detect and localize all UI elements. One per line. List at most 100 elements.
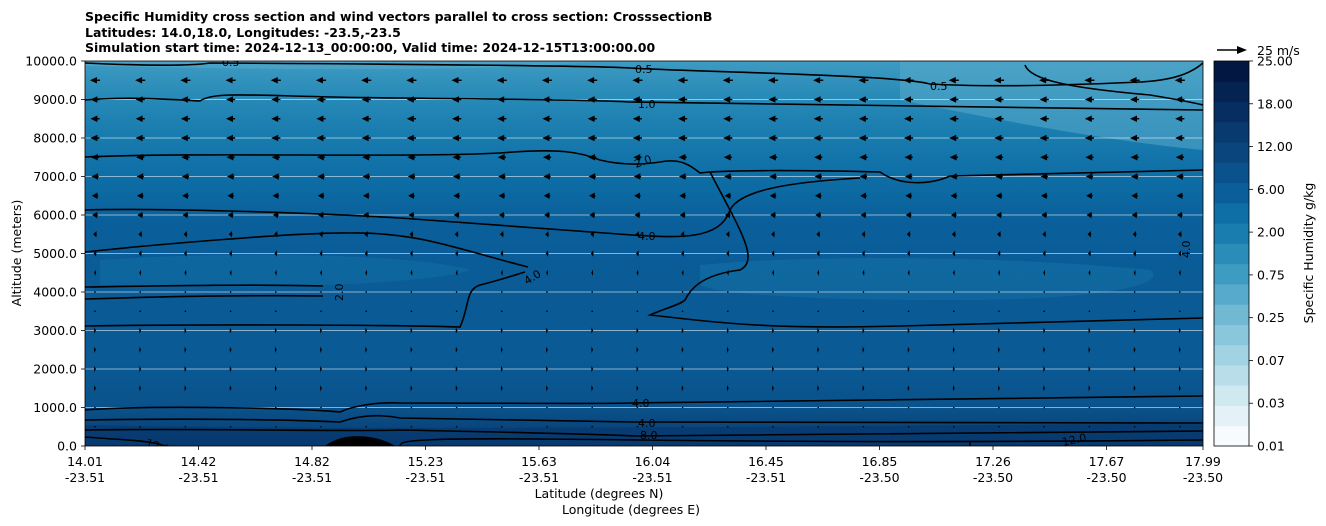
wind-vector [904,173,913,180]
wind-vector [500,250,504,257]
wind-vector [410,291,413,293]
wind-vector [274,365,277,373]
wind-vector [678,173,687,180]
wind-vector [1176,173,1184,180]
wind-vector [180,77,191,84]
wind-vector [93,231,97,238]
wind-vector [406,134,416,142]
wind-vector [813,96,823,103]
wind-vector [907,291,910,293]
wind-vector [817,291,819,293]
wind-vector [408,192,415,199]
colorbar-tick-label: 0.01 [1257,439,1285,454]
x-tick-label-lon: -23.50 [1183,470,1223,485]
wind-vector [772,385,774,392]
wind-vector [904,134,914,142]
wind-vector [1133,269,1136,276]
colorbar-tick-label: 2.00 [1257,225,1285,240]
wind-vector [1133,291,1136,293]
wind-vector [862,250,865,257]
mid-level-region-left [100,254,470,287]
x-tick-label-lat: 15.63 [521,454,557,469]
wind-vector [632,115,642,122]
wind-vector [454,231,459,238]
wind-vector [315,77,327,84]
wind-vector [455,269,458,276]
colorbar-segment [1214,243,1249,265]
wind-vector [862,406,865,409]
wind-vector [636,291,639,293]
wind-vector [772,269,774,276]
wind-vector [1084,96,1094,103]
wind-vector [951,211,957,219]
wind-vector [139,269,142,276]
wind-vector [1133,365,1136,373]
wind-vector [1039,134,1049,142]
wind-vector [772,425,774,428]
wind-vector [1040,192,1048,199]
wind-vector [1178,269,1181,276]
wind-vector [319,231,323,238]
wind-vector [1174,77,1185,84]
wind-vector [138,250,142,257]
wind-vector [542,134,552,142]
wind-vector [184,406,187,409]
wind-vector [227,192,234,199]
wind-vector [229,365,232,373]
wind-vector [1179,310,1181,313]
wind-vector [994,154,1004,161]
wind-vector [1088,385,1091,392]
wind-vector [410,365,413,373]
wind-vector [591,365,594,373]
wind-vector [226,115,236,122]
contour-4-0-left [85,232,529,268]
wind-vector [500,346,503,353]
wind-vector [862,346,865,353]
wind-vector [1178,365,1181,373]
wind-vector [181,173,190,180]
wind-vector [365,291,368,293]
wind-vector [678,115,688,122]
wind-vector [453,192,460,199]
wind-vector [587,134,597,142]
colorbar-segment [1214,405,1249,427]
wind-vector [591,269,594,276]
wind-vector [363,211,369,219]
x-tick-label-lat: 15.23 [408,454,444,469]
wind-vector [362,154,371,161]
title-line-3: Simulation start time: 2024-12-13_00:00:… [85,40,656,55]
wind-vector [772,327,774,334]
colorbar-segment [1214,101,1249,123]
x-axis-label-lon: Longitude (degrees E) [562,502,700,517]
wind-vector [952,250,956,257]
colorbar-ticks: 0.01 0.03 0.07 0.25 0.75 2.00 6.00 12.00 18.00 25… [1249,54,1293,454]
wind-vector [726,385,729,392]
wind-vector [455,291,458,293]
wind-vector [227,211,234,219]
wind-vector [271,96,281,103]
wind-vector [496,77,507,84]
wind-vector [1088,425,1091,428]
x-axis-label-lat: Latitude (degrees N) [535,486,664,501]
wind-vector [362,192,370,199]
wind-vector [320,346,322,353]
wind-vector [229,250,232,257]
wind-vector [862,269,865,276]
wind-vector [907,250,910,257]
wind-vector [1179,425,1181,428]
wind-vector [724,173,732,180]
wind-vector [270,77,281,84]
wind-vector [410,250,413,257]
wind-vector [317,192,325,199]
wind-vector [1088,310,1091,313]
wind-vector [591,327,594,334]
wind-vector [591,425,593,428]
wind-vector [862,327,865,334]
wind-vector [1130,134,1140,142]
wind-vector [726,365,729,373]
wind-vector [542,115,552,122]
wind-vector [677,77,688,84]
wind-vector [681,346,684,353]
wind-vector [1088,365,1091,373]
x-tick-label-lat: 16.45 [748,454,784,469]
